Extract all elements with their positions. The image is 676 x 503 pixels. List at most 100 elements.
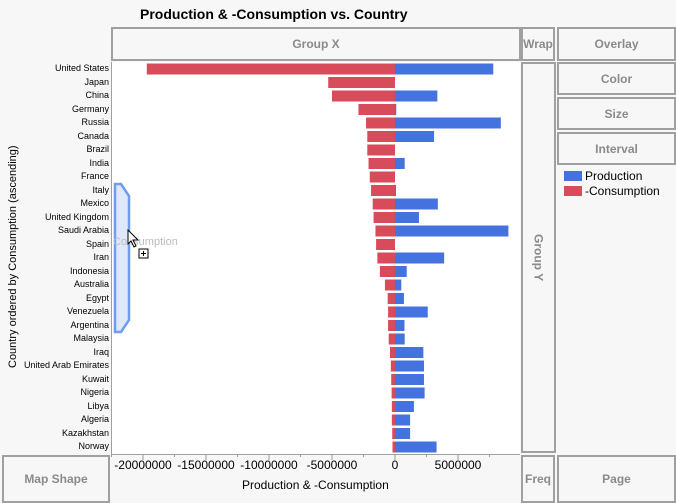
y-tick-label: Iran: [93, 252, 109, 262]
bar-production: [395, 441, 437, 453]
y-tick-label: Nigeria: [80, 387, 109, 397]
bar-consumption: [388, 320, 395, 331]
bar-production: [395, 374, 424, 385]
bar-consumption: [391, 401, 395, 412]
wrap-label: Wrap: [523, 37, 553, 51]
y-tick-label: Italy: [92, 184, 109, 195]
y-tick-label: Spain: [85, 238, 109, 249]
x-tick-label: 0: [391, 458, 399, 472]
interval-label: Interval: [595, 141, 638, 156]
bar-production: [395, 225, 509, 237]
legend-label-consumption: -Consumption: [585, 183, 660, 198]
bar-production: [395, 293, 404, 304]
bar-consumption: [375, 225, 395, 237]
map-shape-zone[interactable]: Map Shape: [2, 455, 110, 503]
overlay-zone[interactable]: Overlay: [557, 27, 676, 61]
legend-item-consumption: -Consumption: [564, 183, 660, 198]
bar-production: [395, 185, 396, 196]
bar-production: [395, 279, 402, 291]
bar-production: [395, 90, 438, 102]
color-zone[interactable]: Color: [557, 62, 676, 95]
bar-production: [395, 131, 435, 142]
bar-production: [395, 347, 424, 358]
bar-consumption: [367, 131, 395, 142]
bar-consumption: [392, 441, 395, 453]
x-tick-label: -5000000: [306, 458, 358, 472]
bar-consumption: [332, 90, 395, 102]
bar-production: [395, 117, 501, 129]
y-tick-label: China: [85, 90, 109, 100]
x-tick-label: -15000000: [177, 458, 235, 472]
y-tick-label: Norway: [78, 441, 109, 451]
y-tick-label: Argentina: [70, 319, 109, 330]
y-tick-label: Kuwait: [81, 373, 109, 384]
bar-consumption: [369, 171, 395, 183]
y-tick-label: Canada: [77, 130, 109, 141]
bar-consumption: [391, 414, 395, 426]
bar-production: [395, 252, 445, 264]
color-label: Color: [600, 71, 633, 86]
bar-consumption: [389, 347, 395, 358]
bar-consumption: [384, 279, 395, 291]
y-tick-label: Kazakhstan: [61, 427, 109, 438]
y-tick-labels: United States Japan China Germany Russia Cana…: [0, 62, 109, 455]
bar-production: [395, 104, 397, 115]
size-zone[interactable]: Size: [557, 97, 676, 130]
bar-consumption: [371, 185, 395, 196]
y-tick-label: United States: [54, 63, 109, 73]
y-tick-label: Australia: [73, 279, 109, 289]
y-tick-label: Japan: [84, 76, 109, 87]
y-tick-label: Egypt: [85, 292, 109, 303]
x-tick-label: -10000000: [240, 458, 298, 472]
bar-consumption: [388, 306, 395, 318]
bar-consumption: [377, 252, 395, 264]
bar-consumption: [387, 293, 395, 304]
drag-cursor-icon: [127, 229, 149, 259]
bar-consumption: [373, 212, 395, 223]
bar-production: [395, 320, 405, 331]
drop-zone-highlight[interactable]: [113, 182, 131, 334]
overlay-label: Overlay: [594, 37, 639, 51]
group-x-zone[interactable]: Group X: [111, 27, 521, 61]
size-label: Size: [604, 106, 629, 121]
bar-consumption: [358, 104, 395, 115]
freq-zone[interactable]: Freq: [521, 455, 555, 503]
freq-label: Freq: [524, 472, 551, 486]
wrap-zone[interactable]: Wrap: [521, 27, 555, 61]
bar-consumption: [390, 360, 395, 372]
y-tick-label: France: [80, 171, 109, 181]
bar-consumption: [146, 63, 395, 75]
chart-title: Production & -Consumption vs. Country: [140, 6, 408, 22]
y-tick-label: Indonesia: [69, 265, 109, 276]
bar-production: [395, 428, 411, 439]
map-shape-label: Map Shape: [24, 472, 88, 486]
y-tick-label: Malaysia: [73, 333, 109, 343]
bar-production: [395, 387, 425, 399]
y-tick-label: Libya: [87, 400, 109, 411]
y-tick-label: Mexico: [80, 198, 109, 208]
page-zone[interactable]: Page: [557, 455, 676, 503]
interval-zone[interactable]: Interval: [557, 132, 676, 165]
bar-consumption: [368, 158, 395, 169]
legend-swatch-consumption: [564, 185, 582, 196]
bar-consumption: [367, 144, 395, 156]
y-tick-label: India: [89, 157, 109, 168]
x-axis-title: Production & -Consumption: [242, 478, 389, 492]
group-y-label: Group Y: [531, 233, 546, 282]
bar-consumption: [328, 77, 395, 88]
bar-consumption: [376, 239, 395, 250]
y-tick-label: Algeria: [80, 414, 109, 424]
x-tick-label: -20000000: [114, 458, 172, 472]
y-tick-label: Venezuela: [66, 306, 109, 316]
bar-consumption: [388, 333, 395, 345]
y-tick-label: Iraq: [93, 346, 109, 357]
bar-production: [395, 266, 407, 277]
y-tick-label: United Arab Emirates: [23, 360, 109, 370]
bar-consumption: [366, 117, 395, 129]
bar-consumption: [392, 428, 395, 439]
bar-consumption: [391, 387, 395, 399]
group-y-zone[interactable]: Group Y: [521, 62, 556, 453]
legend: Production -Consumption: [564, 168, 660, 198]
bar-production: [395, 158, 405, 169]
